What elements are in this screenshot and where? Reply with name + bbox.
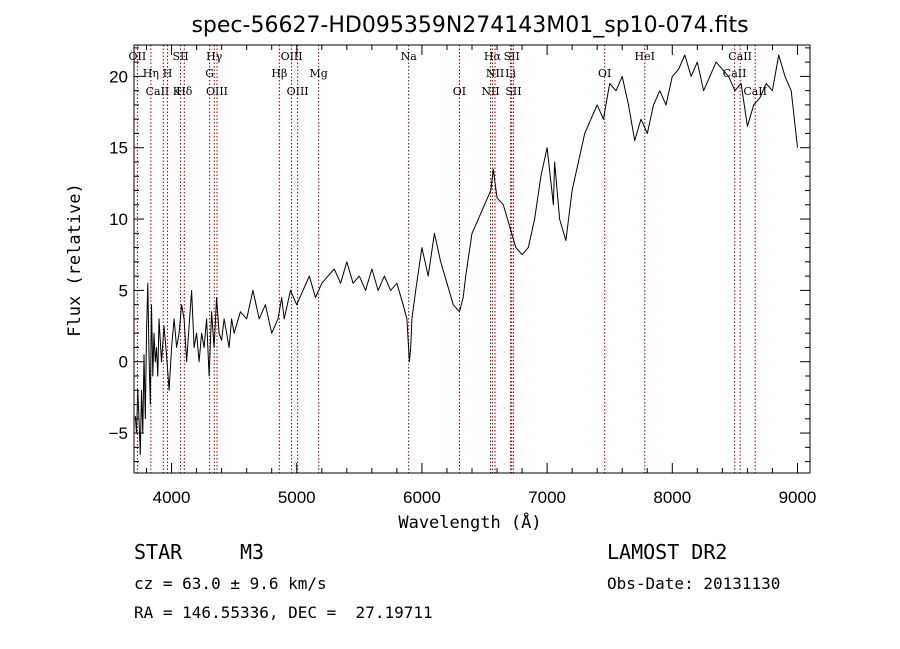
line-marker-label-10: Hβ bbox=[271, 67, 287, 80]
object-type: STAR bbox=[134, 540, 183, 564]
line-marker-label-22: HeI bbox=[635, 50, 655, 63]
x-tick-label-7000: 7000 bbox=[528, 488, 566, 507]
y-tick-label-5: 5 bbox=[119, 281, 128, 300]
y-tick-label-0: 0 bbox=[119, 353, 128, 372]
x-axis-label: Wavelength (Å) bbox=[398, 511, 541, 533]
redshift-text: cz = 63.0 ± 9.6 km/s bbox=[134, 574, 327, 593]
line-marker-label-20: SII bbox=[505, 85, 521, 98]
line-marker-label-7: G bbox=[205, 67, 214, 80]
line-marker-label-4: SII bbox=[172, 50, 188, 63]
plot-area bbox=[133, 44, 811, 474]
coordinates: RA = 146.55336, DEC = 27.19711 bbox=[134, 603, 433, 622]
y-tick-label-15: 15 bbox=[109, 139, 128, 158]
line-marker-label-19: NII bbox=[481, 85, 499, 98]
y-axis-label: Flux (relative) bbox=[65, 183, 85, 337]
line-marker-label-16: SII bbox=[504, 50, 520, 63]
obs-date: Obs-Date: 20131130 bbox=[607, 574, 781, 593]
y-tick-label-10: 10 bbox=[109, 210, 128, 229]
line-marker-label-8: OIII bbox=[206, 85, 228, 98]
x-tick-label-6000: 6000 bbox=[403, 488, 441, 507]
line-marker-label-3: H bbox=[163, 67, 173, 80]
object-subclass: M3 bbox=[240, 540, 265, 564]
line-marker-label-14: OI bbox=[453, 85, 466, 98]
x-tick-label-8000: 8000 bbox=[653, 488, 691, 507]
line-marker-label-18: Li bbox=[505, 67, 516, 80]
line-marker-label-23: CaII bbox=[728, 50, 752, 63]
flux-series-line bbox=[134, 54, 798, 455]
y-axis-ticks: −5 0 5 10 15 20 bbox=[109, 47, 810, 463]
line-marker-label-6: Hγ bbox=[206, 50, 223, 63]
x-tick-label-5000: 5000 bbox=[278, 488, 316, 507]
survey-name: LAMOST DR2 bbox=[607, 540, 728, 564]
plot-frame bbox=[133, 44, 811, 474]
y-tick-label--5: −5 bbox=[109, 424, 128, 443]
line-marker-label-15: Hα bbox=[484, 50, 502, 63]
line-marker-label-0: OII bbox=[129, 50, 147, 63]
line-marker-label-17: NII bbox=[486, 67, 504, 80]
x-tick-label-4000: 4000 bbox=[153, 488, 191, 507]
line-marker-label-13: Na bbox=[401, 50, 418, 63]
line-marker-label-9: OIII bbox=[281, 50, 303, 63]
line-marker-label-25: CaII bbox=[743, 85, 767, 98]
line-marker-label-1: Hη bbox=[143, 67, 159, 80]
line-marker-label-11: OIII bbox=[287, 85, 309, 98]
line-marker-label-2: CaII K bbox=[146, 85, 182, 98]
line-marker-label-5: Hδ bbox=[176, 85, 193, 98]
line-marker-label-12: Mg bbox=[309, 67, 327, 80]
y-tick-label-20: 20 bbox=[109, 67, 128, 86]
chart-title: spec-56627-HD095359N274143M01_sp10-074.f… bbox=[191, 13, 748, 38]
x-axis-ticks: 4000 5000 6000 7000 8000 9000 bbox=[146, 45, 817, 507]
line-marker-label-21: OI bbox=[598, 67, 611, 80]
x-tick-label-9000: 9000 bbox=[779, 488, 817, 507]
